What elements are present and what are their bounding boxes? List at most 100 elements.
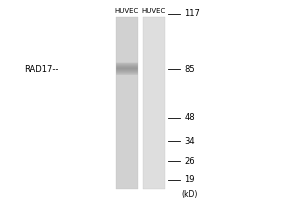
Bar xyxy=(142,165,165,166)
Bar xyxy=(116,186,138,187)
Bar xyxy=(142,169,165,170)
Bar xyxy=(142,135,165,136)
Bar xyxy=(116,150,138,151)
Bar xyxy=(116,177,138,178)
Bar xyxy=(142,21,165,22)
Bar xyxy=(116,17,138,18)
Bar xyxy=(116,126,138,127)
Bar xyxy=(142,48,165,49)
Bar xyxy=(142,160,165,161)
Bar xyxy=(116,62,138,63)
Bar xyxy=(116,146,138,147)
Bar xyxy=(116,64,138,65)
Bar xyxy=(116,103,138,104)
Bar xyxy=(116,47,138,48)
Bar xyxy=(116,33,138,34)
Text: 117: 117 xyxy=(184,9,200,19)
Bar xyxy=(142,145,165,146)
Bar xyxy=(116,106,138,107)
Bar xyxy=(116,131,138,132)
Text: HUVEC: HUVEC xyxy=(115,8,139,14)
Bar xyxy=(116,65,138,66)
Bar xyxy=(142,154,165,155)
Bar xyxy=(142,120,165,121)
Bar xyxy=(116,163,138,164)
Bar xyxy=(116,35,138,36)
Bar xyxy=(142,102,165,103)
Bar xyxy=(116,129,138,130)
Bar xyxy=(142,33,165,34)
Bar xyxy=(116,59,138,60)
Bar xyxy=(142,19,165,20)
Bar xyxy=(116,139,138,140)
Bar xyxy=(116,182,138,183)
Bar xyxy=(142,127,165,128)
Bar xyxy=(116,99,138,100)
Bar xyxy=(142,183,165,184)
Bar xyxy=(142,124,165,125)
Bar xyxy=(116,170,138,171)
Bar xyxy=(116,125,138,126)
Bar xyxy=(142,24,165,25)
Bar xyxy=(142,132,165,133)
Bar xyxy=(116,137,138,138)
Bar xyxy=(142,56,165,57)
Bar xyxy=(142,187,165,188)
Bar xyxy=(142,97,165,98)
Text: 34: 34 xyxy=(184,136,195,146)
Bar xyxy=(142,63,165,64)
Bar xyxy=(116,60,138,61)
Bar xyxy=(142,175,165,176)
Bar xyxy=(142,84,165,85)
Bar xyxy=(116,151,138,152)
Bar xyxy=(116,31,138,32)
Bar xyxy=(142,152,165,153)
Bar xyxy=(142,116,165,117)
Bar xyxy=(116,70,138,71)
Bar xyxy=(142,26,165,27)
Bar xyxy=(142,133,165,134)
Bar xyxy=(116,134,138,135)
Bar xyxy=(142,128,165,129)
Bar xyxy=(116,17,138,189)
Bar xyxy=(142,155,165,156)
Bar xyxy=(116,145,138,146)
Bar xyxy=(142,66,165,67)
Bar xyxy=(142,131,165,132)
Bar xyxy=(116,172,138,173)
Bar xyxy=(116,102,138,103)
Bar xyxy=(116,54,138,55)
Bar xyxy=(116,121,138,122)
Text: (kD): (kD) xyxy=(182,190,198,199)
Bar xyxy=(116,188,138,189)
Bar xyxy=(142,107,165,108)
Bar xyxy=(116,152,138,153)
Bar xyxy=(142,148,165,149)
Bar xyxy=(116,55,138,56)
Bar xyxy=(116,98,138,99)
Bar xyxy=(142,123,165,124)
Bar xyxy=(142,167,165,168)
Bar xyxy=(116,113,138,114)
Bar xyxy=(116,128,138,129)
Bar xyxy=(142,114,165,115)
Bar xyxy=(116,72,138,73)
Bar xyxy=(142,72,165,73)
Text: RAD17--: RAD17-- xyxy=(24,64,58,73)
Bar xyxy=(142,80,165,81)
Bar xyxy=(142,179,165,180)
Bar xyxy=(142,20,165,21)
Bar xyxy=(142,140,165,141)
Bar xyxy=(116,75,138,76)
Bar xyxy=(116,19,138,20)
Bar xyxy=(142,57,165,58)
Bar xyxy=(116,169,138,170)
Bar xyxy=(142,85,165,86)
Bar xyxy=(116,40,138,41)
Bar xyxy=(116,73,138,74)
Bar xyxy=(116,36,138,37)
Bar xyxy=(116,144,138,145)
Bar xyxy=(116,183,138,184)
Bar xyxy=(142,110,165,111)
Bar xyxy=(142,164,165,165)
